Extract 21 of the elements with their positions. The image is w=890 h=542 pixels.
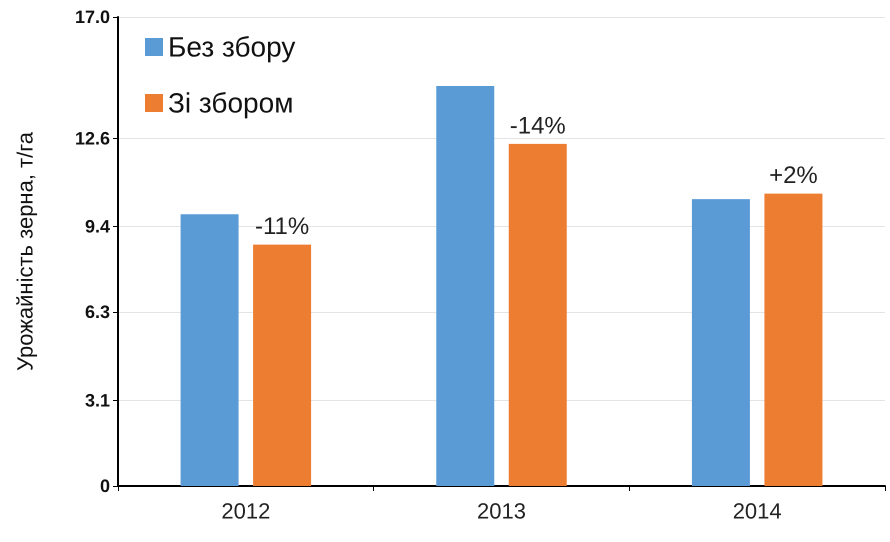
- bar: [180, 214, 239, 486]
- legend-label: Зі збором: [168, 88, 294, 118]
- bar: [253, 244, 312, 486]
- x-tick-label: 2013: [477, 498, 526, 524]
- y-tick-label: 9.4: [84, 216, 110, 237]
- y-tick-label: 12.6: [74, 128, 110, 148]
- bar: [692, 199, 750, 486]
- y-tick-label: 0: [100, 476, 110, 496]
- annotation: +2%: [769, 162, 818, 190]
- bar: [508, 144, 567, 486]
- x-tick-label: 2014: [732, 498, 782, 524]
- y-tick-label: 3.1: [84, 390, 110, 410]
- bar: [436, 86, 494, 486]
- annotation: -11%: [254, 213, 310, 240]
- y-tick-label: 17.0: [74, 7, 110, 27]
- legend-label: Без збору: [168, 32, 296, 62]
- annotation: -14%: [510, 112, 566, 140]
- y-axis-title: Урожайність зерна, т/га: [12, 131, 38, 372]
- x-tick-label: 2012: [221, 498, 270, 524]
- bar: [764, 194, 822, 486]
- y-tick-label: 6.3: [84, 302, 110, 322]
